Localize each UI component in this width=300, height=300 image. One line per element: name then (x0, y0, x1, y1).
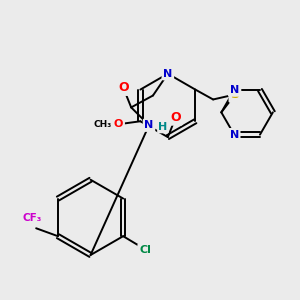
Text: H: H (158, 122, 167, 132)
Text: O: O (114, 119, 123, 129)
Text: N: N (144, 120, 154, 130)
Text: N: N (230, 85, 239, 95)
Text: CH₃: CH₃ (94, 120, 112, 129)
Text: S: S (230, 88, 239, 101)
Text: O: O (170, 111, 181, 124)
Text: Cl: Cl (139, 245, 151, 255)
Text: O: O (118, 81, 129, 94)
Text: CF₃: CF₃ (22, 213, 42, 224)
Text: N: N (163, 69, 172, 79)
Text: N: N (230, 130, 239, 140)
